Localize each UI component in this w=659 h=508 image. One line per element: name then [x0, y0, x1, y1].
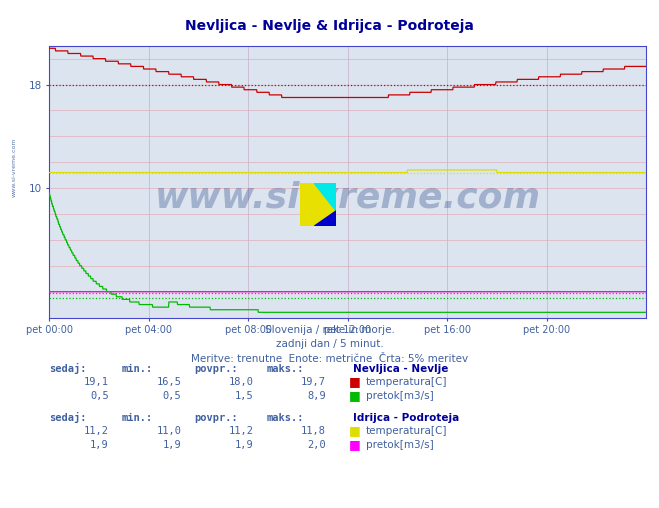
Text: Nevljica - Nevlje & Idrijca - Podroteja: Nevljica - Nevlje & Idrijca - Podroteja — [185, 19, 474, 33]
Text: 11,8: 11,8 — [301, 426, 326, 436]
Text: 11,2: 11,2 — [84, 426, 109, 436]
Text: maks.:: maks.: — [267, 412, 304, 423]
Text: ■: ■ — [349, 375, 361, 388]
Text: 18,0: 18,0 — [229, 377, 254, 387]
Text: Meritve: trenutne  Enote: metrične  Črta: 5% meritev: Meritve: trenutne Enote: metrične Črta: … — [191, 354, 468, 364]
Text: 1,9: 1,9 — [163, 439, 181, 450]
Text: ■: ■ — [349, 389, 361, 402]
Text: 11,0: 11,0 — [156, 426, 181, 436]
Text: temperatura[C]: temperatura[C] — [366, 426, 447, 436]
Text: www.si-vreme.com: www.si-vreme.com — [155, 181, 540, 215]
Text: 2,0: 2,0 — [308, 439, 326, 450]
Text: 1,9: 1,9 — [90, 439, 109, 450]
Text: maks.:: maks.: — [267, 364, 304, 374]
Text: 0,5: 0,5 — [163, 391, 181, 401]
Text: povpr.:: povpr.: — [194, 364, 238, 374]
Text: Nevljica - Nevlje: Nevljica - Nevlje — [353, 364, 448, 374]
Polygon shape — [314, 183, 336, 211]
Text: 16,5: 16,5 — [156, 377, 181, 387]
Text: min.:: min.: — [122, 364, 153, 374]
Text: temperatura[C]: temperatura[C] — [366, 377, 447, 387]
Text: Slovenija / reke in morje.: Slovenija / reke in morje. — [264, 325, 395, 335]
Polygon shape — [300, 183, 336, 226]
Text: 11,2: 11,2 — [229, 426, 254, 436]
Text: Idrijca - Podroteja: Idrijca - Podroteja — [353, 412, 459, 423]
Text: 8,9: 8,9 — [308, 391, 326, 401]
Text: pretok[m3/s]: pretok[m3/s] — [366, 391, 434, 401]
Text: povpr.:: povpr.: — [194, 412, 238, 423]
Text: sedaj:: sedaj: — [49, 411, 87, 423]
Text: 0,5: 0,5 — [90, 391, 109, 401]
Text: min.:: min.: — [122, 412, 153, 423]
Text: ■: ■ — [349, 437, 361, 451]
Text: 1,9: 1,9 — [235, 439, 254, 450]
Text: sedaj:: sedaj: — [49, 363, 87, 374]
Text: ■: ■ — [349, 424, 361, 437]
Text: www.si-vreme.com: www.si-vreme.com — [12, 138, 17, 198]
Polygon shape — [314, 211, 336, 226]
Text: 19,7: 19,7 — [301, 377, 326, 387]
Polygon shape — [300, 183, 314, 226]
Text: 1,5: 1,5 — [235, 391, 254, 401]
Text: 19,1: 19,1 — [84, 377, 109, 387]
Text: pretok[m3/s]: pretok[m3/s] — [366, 439, 434, 450]
Text: zadnji dan / 5 minut.: zadnji dan / 5 minut. — [275, 339, 384, 350]
